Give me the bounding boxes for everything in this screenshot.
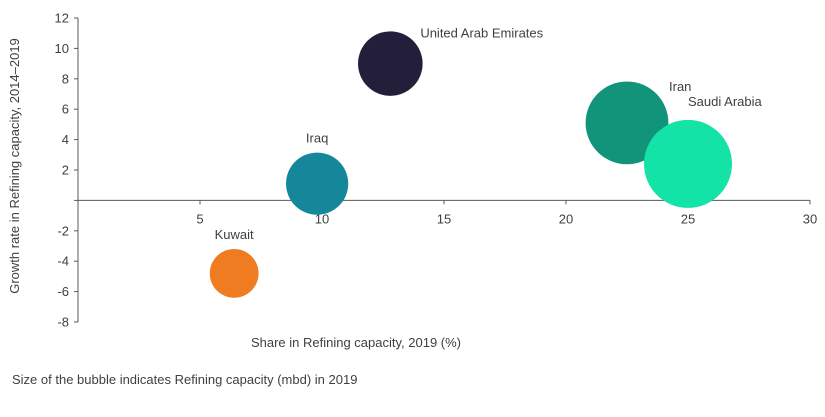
bubble-chart: -8 -6 -4 -2 2 4 6 8 10 12 5 10 15 20 25 30 Kuwait Iraq Un… (7, 11, 818, 351)
x-tick-label: 25 (681, 211, 695, 226)
x-tick-label: 5 (196, 211, 203, 226)
bubble-label-united-arab-emirates: United Arab Emirates (420, 26, 543, 41)
bubble-kuwait (209, 248, 259, 298)
x-tick-label: 15 (437, 211, 451, 226)
y-tick-label: -2 (57, 223, 69, 238)
bubble-size-footnote: Size of the bubble indicates Refining ca… (12, 372, 358, 387)
y-axis-title: Growth rate in Refining capacity, 2014–2… (7, 38, 22, 294)
y-tick-label: 8 (62, 71, 69, 86)
y-tick-label: 10 (55, 41, 69, 56)
x-axis-title: Share in Refining capacity, 2019 (%) (251, 335, 461, 350)
bubble-labels: Kuwait Iraq United Arab Emirates IranSaudi … (215, 26, 763, 242)
y-tick-label: 4 (62, 132, 69, 147)
bubble-saudi-arabia (644, 119, 732, 208)
x-tick-label: 10 (315, 211, 329, 226)
x-tick-label: 30 (803, 211, 817, 226)
bubble-united-arab-emirates (358, 31, 423, 96)
y-tick-label: 2 (62, 163, 69, 178)
y-tick-label: -4 (57, 254, 69, 269)
bubble-iran (585, 81, 669, 165)
y-tick-label: 6 (62, 102, 69, 117)
bubble-label-iran: Iran (669, 79, 691, 94)
x-tick-label: 20 (559, 211, 573, 226)
bubble-label-saudi-arabia: Saudi Arabia (688, 94, 762, 109)
axes: -8 -6 -4 -2 2 4 6 8 10 12 5 10 15 20 25 30 (55, 11, 818, 330)
bubble-label-iraq: Iraq (306, 131, 328, 146)
bubbles (209, 31, 732, 298)
y-tick-label: -6 (57, 284, 69, 299)
y-tick-label: 12 (55, 11, 69, 26)
y-tick-label: -8 (57, 315, 69, 330)
bubble-iraq (286, 152, 349, 215)
bubble-label-kuwait: Kuwait (215, 227, 254, 242)
